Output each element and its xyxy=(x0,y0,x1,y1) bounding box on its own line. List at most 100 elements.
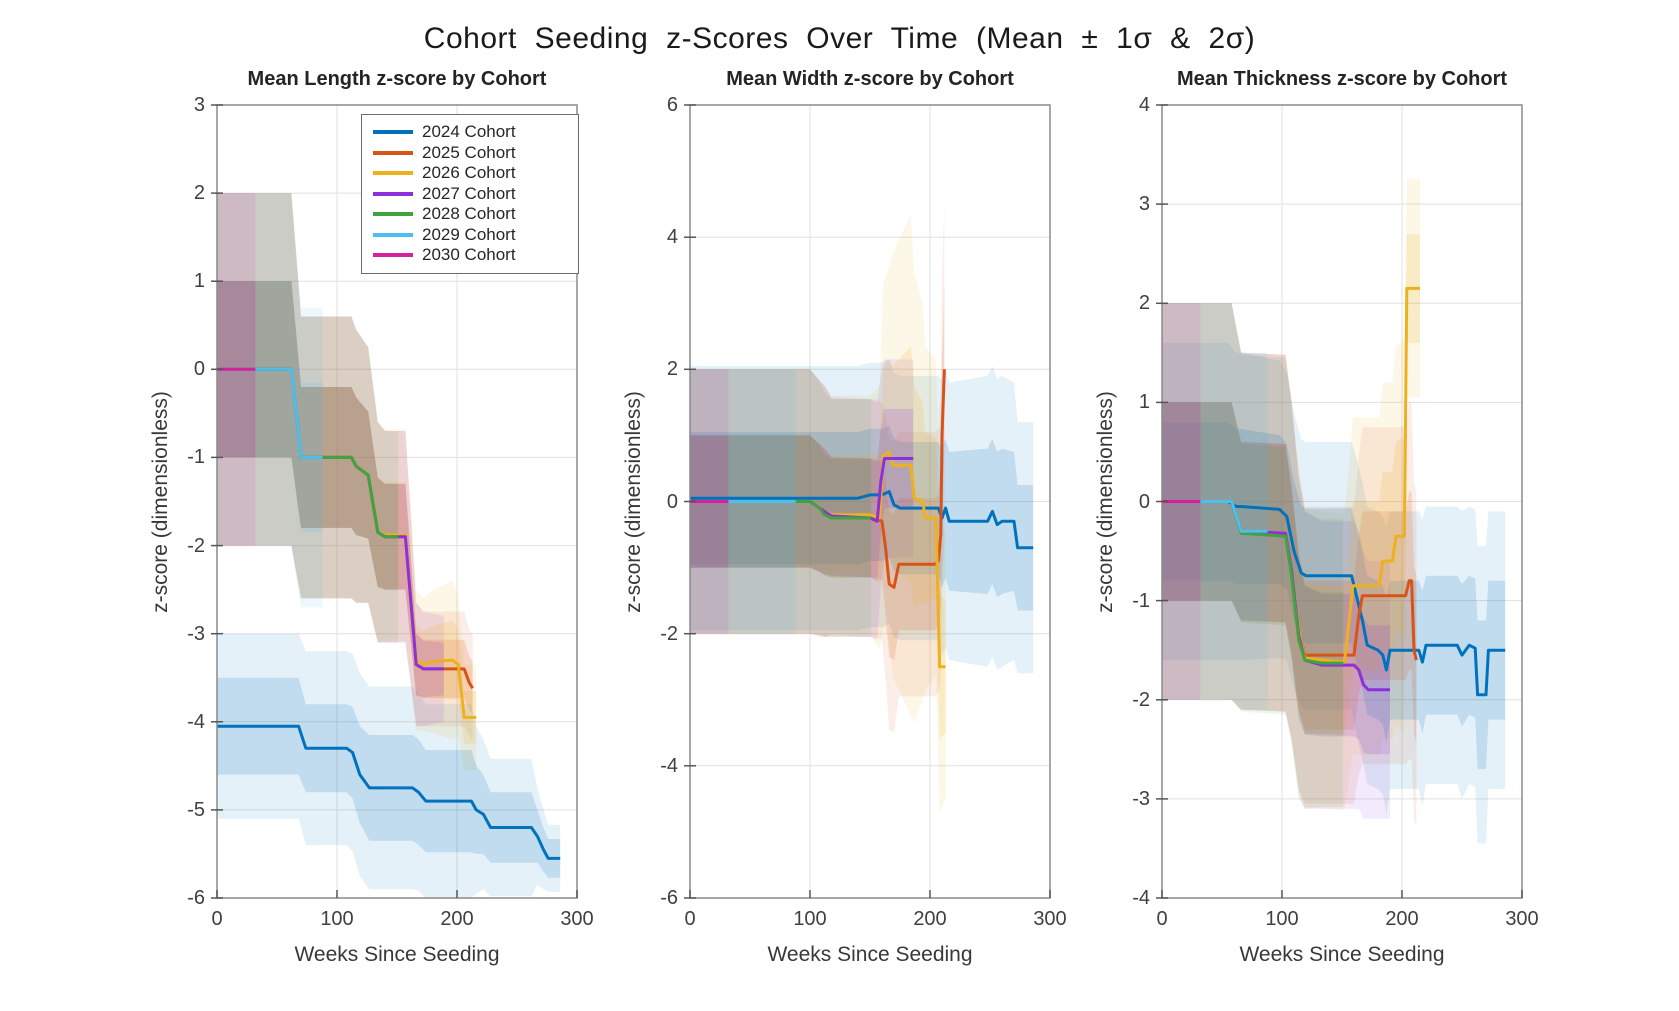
x-tick-label: 300 xyxy=(560,908,594,930)
band-sigma2-2027 xyxy=(217,193,444,727)
y-tick-label: -5 xyxy=(187,798,205,821)
legend-label: 2025 Cohort xyxy=(422,142,516,162)
legend-item-2029: 2029 Cohort xyxy=(362,225,578,246)
band-sigma2-2028 xyxy=(1162,303,1344,809)
x-tick-label: 200 xyxy=(1385,908,1419,930)
subplot-mean-length: Mean Length z-score by Cohort z-score (d… xyxy=(149,68,594,966)
chart-canvas-mean-length xyxy=(211,104,578,899)
band-sigma2-2027 xyxy=(1162,303,1390,819)
band-sigma2-2028 xyxy=(690,369,872,637)
band-sigma1-2025 xyxy=(1162,402,1417,745)
legend-label: 2029 Cohort xyxy=(422,224,516,244)
axes-frame xyxy=(216,104,578,899)
legend-item-2028: 2028 Cohort xyxy=(362,204,578,225)
subplot-title: Mean Thickness z-score by Cohort xyxy=(1176,68,1508,90)
legend-item-2026: 2026 Cohort xyxy=(362,163,578,184)
y-axis-label: z-score (dimensionless) xyxy=(149,390,172,613)
mean-line-2024 xyxy=(1162,500,1506,697)
band-sigma1-2024 xyxy=(217,677,561,878)
y-tick-label: 2 xyxy=(1138,292,1150,315)
y-tick-label: -1 xyxy=(187,446,205,469)
legend-item-2025: 2025 Cohort xyxy=(362,143,578,164)
band-sigma2-2029 xyxy=(217,193,323,608)
x-axis-label: Weeks Since Seeding xyxy=(1239,943,1445,966)
y-tick-label: -3 xyxy=(187,622,205,645)
band-sigma1-2028 xyxy=(1162,402,1344,735)
legend-label: 2024 Cohort xyxy=(422,122,516,142)
y-tick-label: -6 xyxy=(660,887,678,909)
subplot-title: Mean Width z-score by Cohort xyxy=(726,68,1014,90)
y-tick-label: -1 xyxy=(1132,589,1150,612)
legend-label: 2027 Cohort xyxy=(422,183,516,203)
x-tick-label: 100 xyxy=(320,908,354,930)
band-sigma1-2024 xyxy=(1162,422,1506,770)
x-tick-label: 0 xyxy=(211,908,223,930)
legend-item-2027: 2027 Cohort xyxy=(362,184,578,205)
band-sigma1-2029 xyxy=(217,281,323,533)
band-sigma2-2025 xyxy=(217,193,473,742)
legend-line-swatch xyxy=(373,130,413,135)
y-tick-label: 2 xyxy=(666,358,678,381)
band-sigma1-2028 xyxy=(690,435,872,578)
band-sigma2-2024 xyxy=(217,633,561,898)
chart-canvas-mean-width xyxy=(684,104,1051,899)
band-sigma2-2025 xyxy=(690,204,945,733)
y-tick-label: -2 xyxy=(660,622,678,645)
legend-label: 2028 Cohort xyxy=(422,204,516,224)
legend-item-2024: 2024 Cohort xyxy=(362,122,578,143)
mean-line-2024 xyxy=(217,724,561,860)
legend-line-swatch xyxy=(373,212,413,217)
legend-line-swatch xyxy=(373,191,413,196)
band-sigma2-2027 xyxy=(690,359,914,641)
y-tick-label: 3 xyxy=(193,94,205,116)
band-sigma2-2026 xyxy=(217,193,477,771)
x-tick-label: 100 xyxy=(793,908,827,930)
y-tick-label: -2 xyxy=(1132,688,1150,711)
band-sigma1-2026 xyxy=(1162,233,1420,737)
band-sigma2-2028 xyxy=(217,193,399,643)
y-tick-label: -4 xyxy=(1132,887,1150,909)
band-sigma1-2026 xyxy=(690,346,946,740)
subplot-mean-width: Mean Width z-score by Cohort z-score (di… xyxy=(622,68,1067,966)
band-sigma2-2024 xyxy=(1162,342,1506,844)
band-sigma1-2025 xyxy=(217,281,473,715)
y-tick-label: 1 xyxy=(193,270,205,293)
legend-item-2030: 2030 Cohort xyxy=(362,245,578,266)
y-tick-label: 0 xyxy=(1138,490,1150,513)
band-sigma1-2025 xyxy=(690,286,945,661)
x-tick-label: 200 xyxy=(913,908,947,930)
band-sigma1-2027 xyxy=(690,409,914,581)
legend-line-swatch xyxy=(373,171,413,176)
legend-line-swatch xyxy=(373,150,413,155)
y-tick-label: 4 xyxy=(666,226,678,249)
x-tick-label: 200 xyxy=(440,908,474,930)
y-tick-label: -3 xyxy=(1132,787,1150,810)
legend-line-swatch xyxy=(373,253,413,258)
subplot-mean-thickness: Mean Thickness z-score by Cohort z-score… xyxy=(1094,68,1539,966)
band-sigma2-2026 xyxy=(690,214,946,813)
y-tick-label: 0 xyxy=(193,358,205,381)
subplot-title: Mean Length z-score by Cohort xyxy=(247,68,547,90)
y-tick-label: -4 xyxy=(187,710,205,733)
legend-label: 2026 Cohort xyxy=(422,163,516,183)
y-tick-label: 1 xyxy=(1138,391,1150,414)
y-tick-label: 2 xyxy=(193,182,205,205)
y-tick-label: -4 xyxy=(660,754,678,777)
band-sigma1-2026 xyxy=(217,281,477,744)
legend-label: 2030 Cohort xyxy=(422,245,516,265)
band-sigma1-2029 xyxy=(1162,402,1268,621)
band-sigma1-2027 xyxy=(217,281,444,698)
x-tick-label: 300 xyxy=(1505,908,1539,930)
x-axis-label: Weeks Since Seeding xyxy=(294,943,500,966)
x-tick-label: 300 xyxy=(1033,908,1067,930)
legend: 2024 Cohort 2025 Cohort 2026 Cohort 2027 Co… xyxy=(361,114,579,274)
y-tick-label: 6 xyxy=(666,94,678,116)
y-axis-label: z-score (dimensionless) xyxy=(622,390,645,613)
x-tick-label: 0 xyxy=(684,908,696,930)
band-sigma2-2029 xyxy=(1162,303,1268,710)
x-tick-label: 0 xyxy=(1156,908,1168,930)
band-sigma1-2028 xyxy=(217,281,399,590)
chart-canvas-mean-thickness xyxy=(1156,104,1523,899)
y-tick-label: 0 xyxy=(666,490,678,513)
